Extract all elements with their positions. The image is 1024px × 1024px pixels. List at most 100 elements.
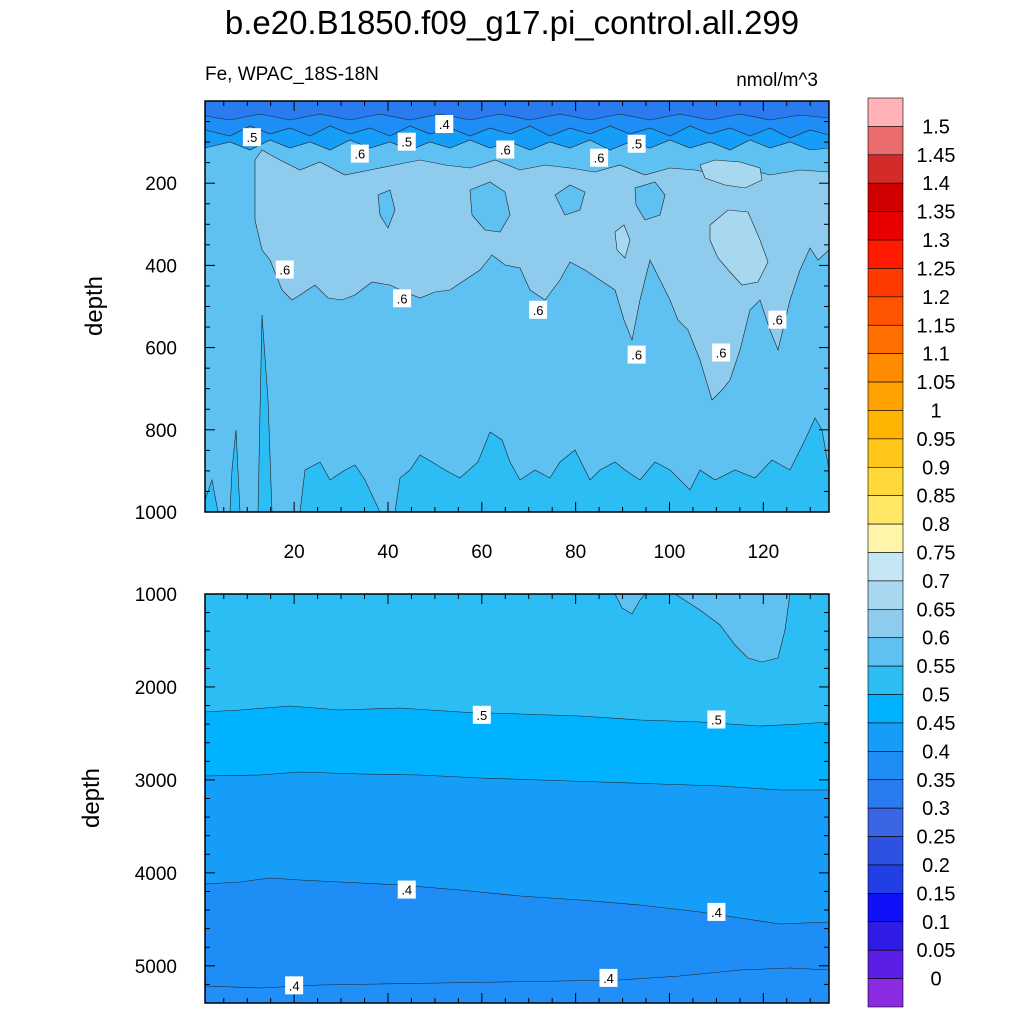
x-tick-label: 20: [284, 542, 305, 563]
contour-label-box: [590, 148, 609, 167]
units-label: nmol/m^3: [736, 70, 818, 91]
colorbar-swatch: [867, 864, 904, 894]
contour-label-text: .6: [772, 313, 783, 328]
chart-title: b.e20.B1850.f09_g17.pi_control.all.299: [224, 4, 800, 41]
upper-y-ticks: 200 400 600 800 1000: [135, 121, 829, 524]
colorbar-label: 1: [930, 400, 941, 422]
colorbar-label: 0.45: [917, 713, 956, 735]
upper-y-axis-label: depth: [81, 276, 108, 336]
colorbar-label: 0.7: [922, 571, 950, 593]
lower-fill-035: [205, 877, 829, 1003]
upper-fill-065-patch1: [709, 209, 769, 286]
contour-label-box: [627, 345, 646, 364]
contour-label-text: .4: [401, 883, 412, 898]
contour-label: .5: [397, 132, 416, 151]
contour-label-text: .5: [631, 137, 642, 152]
y-tick-label: 200: [145, 174, 177, 195]
contour-label-box: [275, 260, 294, 279]
y-tick-label: 400: [145, 256, 177, 277]
contour-label-text: .6: [500, 142, 511, 157]
colorbar-label: 0.25: [917, 827, 956, 849]
colorbar-swatch: [867, 921, 904, 951]
colorbar-swatch: [867, 523, 904, 553]
lower-x-ticks: [223, 594, 811, 1003]
colorbar-label: 0.85: [917, 486, 956, 508]
y-tick-label: 2000: [135, 678, 177, 699]
colorbar-swatch: [867, 893, 904, 923]
contour-label-text: .6: [354, 147, 365, 162]
upper-fill-055-patch3: [634, 181, 666, 221]
colorbar-label: 0.75: [917, 543, 956, 565]
contour-label-box: [472, 705, 491, 724]
colorbar-swatch: [867, 949, 904, 979]
upper-panel-contours: [205, 101, 829, 512]
contour-label: .4: [435, 115, 454, 134]
colorbar-swatch: [867, 410, 904, 440]
contour-label: .6: [350, 144, 369, 163]
contour-label: .6: [496, 140, 515, 159]
colorbar-swatch: [867, 807, 904, 837]
colorbar-label: 0.65: [917, 599, 956, 621]
colorbar-swatch: [867, 211, 904, 241]
lower-contour-labels: .5 .5 .4 .4 .4 .4: [285, 705, 726, 995]
contour-label-text: .6: [594, 151, 605, 166]
y-tick-label: 3000: [135, 771, 177, 792]
colorbar-label: 1.45: [917, 145, 956, 167]
contour-label-text: .6: [631, 348, 642, 363]
contour-label-box: [707, 902, 726, 921]
colorbar-swatch: [867, 722, 904, 752]
colorbar-label: 0.5: [922, 685, 950, 707]
colorbar-swatch: [867, 637, 904, 667]
contour-label: .5: [707, 710, 726, 729]
lower-panel-contours: [205, 594, 829, 1003]
lower-fill-055-patch: [614, 594, 791, 663]
colorbar-swatch: [867, 353, 904, 383]
upper-fill-050-west: [227, 314, 273, 512]
colorbar-label: 0: [930, 969, 941, 991]
contour-label-box: [599, 968, 618, 987]
colorbar-swatch: [867, 126, 904, 156]
y-tick-label: 5000: [135, 957, 177, 978]
colorbar-swatch: [867, 466, 904, 496]
contour-label: .4: [707, 902, 726, 921]
contour-label-box: [712, 343, 731, 362]
lower-y-ticks: 1000 2000 3000 4000 5000: [135, 585, 829, 1004]
contour-label-text: .5: [476, 708, 487, 723]
contour-label-text: .4: [289, 978, 300, 993]
colorbar-label: 0.9: [922, 457, 950, 479]
contour-label-box: [435, 115, 454, 134]
upper-fill-055-patch1: [469, 181, 511, 233]
colorbar: 1.5 1.45 1.4 1.35 1.3 1.25 1.2 1.15 1.1 1.05 1 0.95…: [867, 97, 956, 1008]
colorbar-swatch: [867, 580, 904, 610]
colorbar-label: 0.95: [917, 429, 956, 451]
upper-fill-055-patch2: [554, 184, 586, 216]
colorbar-swatch: [867, 609, 904, 639]
colorbar-label: 1.4: [922, 173, 950, 195]
colorbar-label: 1.5: [922, 116, 950, 138]
upper-fill-060-band: [254, 149, 829, 401]
contour-label-box: [627, 134, 646, 153]
colorbar-swatch: [867, 239, 904, 269]
contour-label-box: [397, 880, 416, 899]
upper-fill-055-patch4: [377, 189, 396, 229]
contour-label-text: .5: [711, 712, 722, 727]
y-tick-label: 1000: [135, 585, 177, 606]
contour-label: .4: [285, 976, 304, 995]
upper-fill-065-patch3: [699, 159, 763, 189]
lower-y-axis-label: depth: [78, 768, 105, 828]
colorbar-label: 1.15: [917, 315, 956, 337]
contour-label-box: [768, 310, 787, 329]
colorbar-swatch: [867, 665, 904, 695]
colorbar-swatch: [867, 751, 904, 781]
upper-x-ticks: 20 40 60 80 100 120: [223, 101, 811, 563]
contour-label: .6: [712, 343, 731, 362]
colorbar-label: 0.1: [922, 912, 950, 934]
colorbar-swatch: [867, 182, 904, 212]
colorbar-swatch: [867, 552, 904, 582]
colorbar-label: 0.55: [917, 656, 956, 678]
contour-label: .6: [590, 148, 609, 167]
colorbar-label: 0.6: [922, 628, 950, 650]
contour-label: .5: [242, 128, 261, 147]
lower-fill-030: [205, 967, 829, 1003]
